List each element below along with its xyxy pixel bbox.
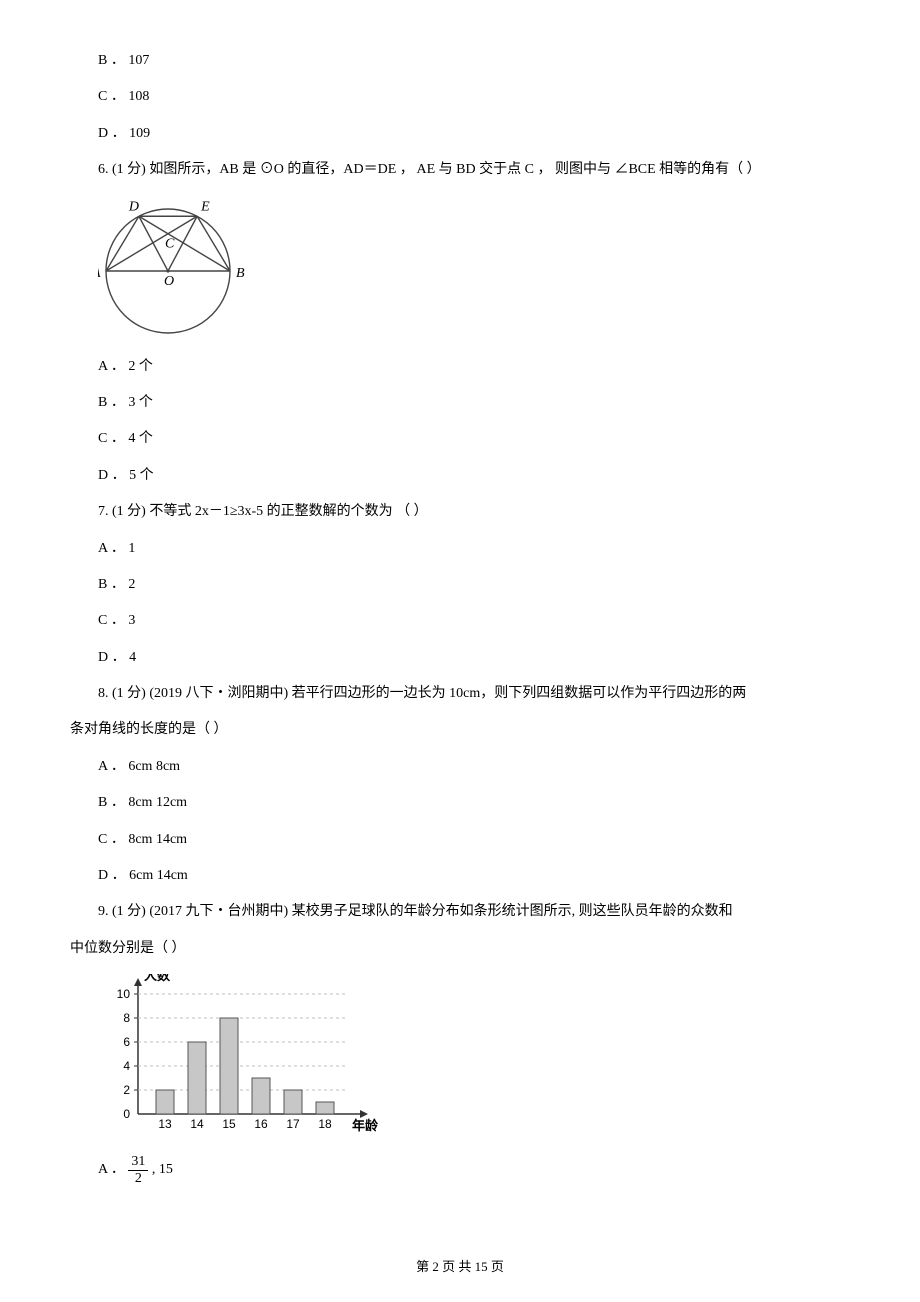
q8-option-c: C ． 8cm 14cm [70,829,850,851]
svg-text:E: E [200,199,210,214]
q9-option-a: A ． 31 2 , 15 [70,1154,850,1186]
svg-text:6: 6 [123,1035,130,1049]
svg-text:17: 17 [286,1117,300,1131]
q5-option-c: C ． 108 [70,86,850,108]
q7-option-c: C ． 3 [70,610,850,632]
q9-option-a-fraction: 31 2 [128,1154,148,1186]
svg-text:人数: 人数 [144,974,171,983]
svg-text:D: D [128,199,139,214]
svg-text:0: 0 [123,1107,130,1121]
q9-option-a-frac-den: 2 [128,1171,148,1186]
svg-text:15: 15 [222,1117,236,1131]
q9-chart: 0 2 4 6 8 10 人数 13 14 15 16 17 18 年龄 [98,974,850,1144]
svg-text:年龄: 年龄 [352,1118,379,1133]
q9-stem-line1: 9. (1 分) (2017 九下・台州期中) 某校男子足球队的年龄分布如条形统… [70,901,850,923]
q5-option-b: B ． 107 [70,50,850,72]
svg-text:A: A [98,266,101,281]
q7-stem: 7. (1 分) 不等式 2x－1≥3x-5 的正整数解的个数为 （ ） [70,501,850,523]
q9-option-a-frac-num: 31 [128,1154,148,1170]
svg-text:B: B [236,266,245,281]
q8-option-a: A ． 6cm 8cm [70,756,850,778]
q6-option-c: C ． 4 个 [70,428,850,450]
q8-stem-line2: 条对角线的长度的是（ ） [70,719,850,741]
q8-stem-line1: 8. (1 分) (2019 八下・浏阳期中) 若平行四边形的一边长为 10cm… [70,683,850,705]
svg-text:10: 10 [117,987,131,1001]
q6-diagram: A B D E C O [98,196,850,346]
svg-text:16: 16 [254,1117,268,1131]
q6-option-d: D ． 5 个 [70,465,850,487]
q9-option-a-prefix: A ． [98,1162,128,1177]
q5-option-d: D ． 109 [70,123,850,145]
svg-text:O: O [164,274,174,289]
q7-option-a: A ． 1 [70,538,850,560]
q9-stem-line2: 中位数分别是（ ） [70,938,850,960]
svg-text:14: 14 [190,1117,204,1131]
q8-option-d: D ． 6cm 14cm [70,865,850,887]
svg-text:4: 4 [123,1059,130,1073]
svg-text:13: 13 [158,1117,172,1131]
q6-stem: 6. (1 分) 如图所示，AB 是 ⊙O 的直径，AD＝DE ， AE 与 B… [70,159,850,181]
q9-option-a-suffix: , 15 [152,1162,173,1177]
svg-text:2: 2 [123,1083,130,1097]
q6-option-a: A ． 2 个 [70,356,850,378]
page-footer: 第 2 页 共 15 页 [0,1257,920,1278]
q8-option-b: B ． 8cm 12cm [70,792,850,814]
svg-text:C: C [165,236,175,251]
svg-text:18: 18 [318,1117,332,1131]
q7-option-b: B ． 2 [70,574,850,596]
q6-option-b: B ． 3 个 [70,392,850,414]
q7-option-d: D ． 4 [70,647,850,669]
svg-text:8: 8 [123,1011,130,1025]
